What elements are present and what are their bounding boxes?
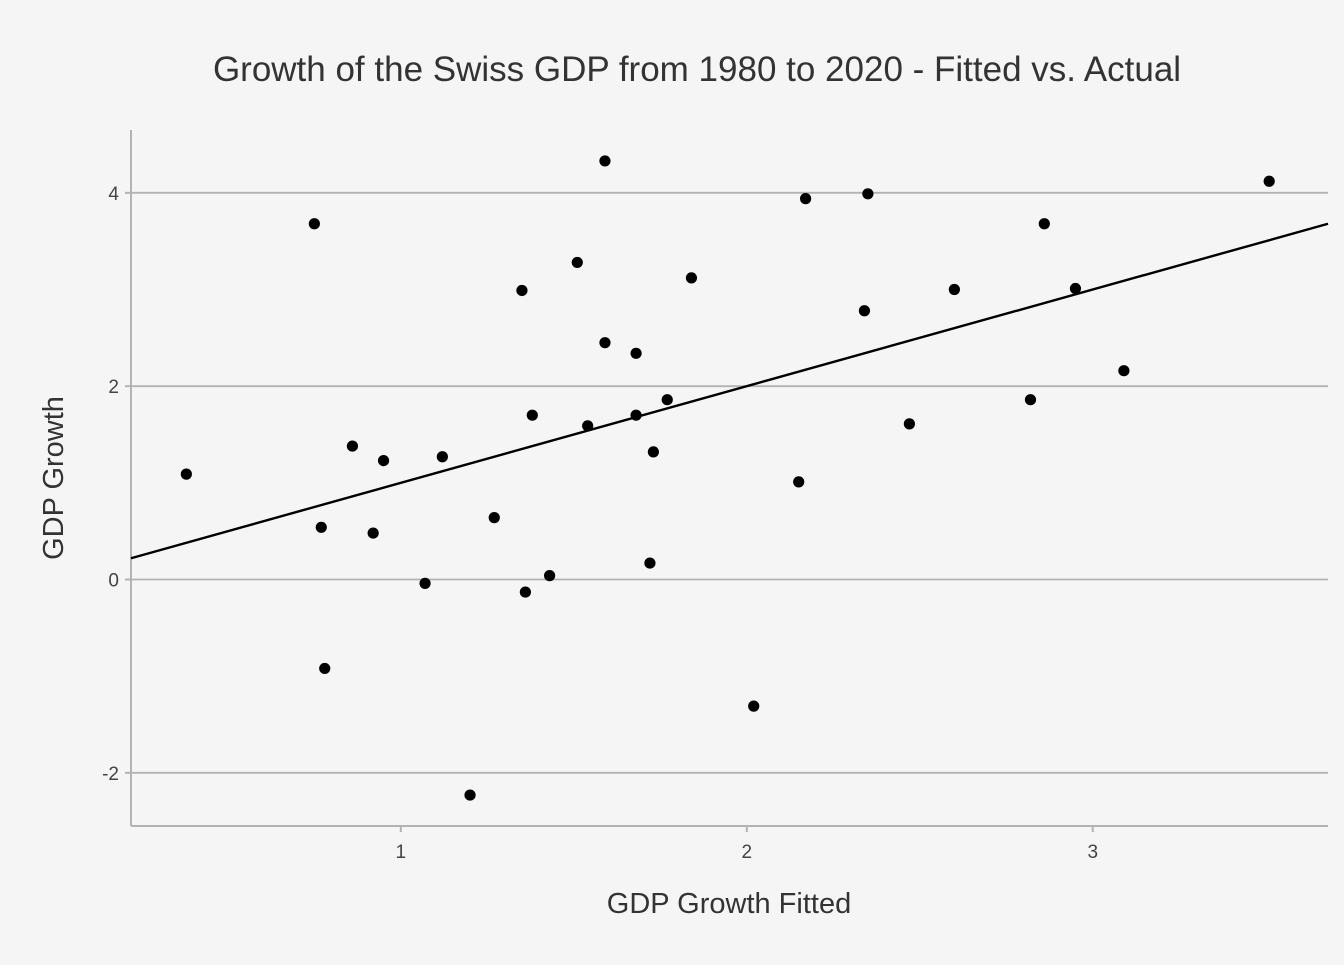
- y-axis-title: GDP Growth: [38, 396, 70, 560]
- data-point-27: [800, 193, 812, 205]
- chart-title: Growth of the Swiss GDP from 1980 to 202…: [213, 50, 1181, 89]
- data-point-22: [647, 446, 659, 458]
- y-tick-label-1: 0: [108, 571, 119, 592]
- data-point-0: [180, 468, 192, 480]
- data-point-33: [1038, 218, 1050, 230]
- data-point-5: [367, 527, 379, 539]
- data-point-15: [571, 256, 583, 269]
- data-point-34: [1069, 282, 1082, 295]
- fit-line-group: [130, 222, 1329, 560]
- data-point-8: [436, 451, 448, 463]
- data-point-16: [582, 420, 594, 432]
- x-tick-label-0: 1: [396, 842, 407, 863]
- x-tick-label-2: 3: [1087, 842, 1098, 863]
- data-point-7: [419, 577, 431, 589]
- data-point-10: [488, 512, 500, 524]
- data-point-13: [526, 409, 538, 421]
- data-point-3: [319, 662, 331, 675]
- data-point-26: [793, 476, 805, 488]
- data-point-6: [377, 455, 390, 467]
- y-tick-label-2: 2: [108, 377, 119, 398]
- data-point-29: [862, 188, 874, 200]
- data-point-31: [948, 283, 960, 296]
- data-point-2: [315, 521, 327, 533]
- y-axis-ticks: -2 0 2 4: [102, 184, 131, 785]
- data-point-9: [464, 789, 476, 801]
- data-point-36: [1263, 175, 1275, 187]
- data-point-21: [644, 557, 656, 569]
- data-point-11: [516, 284, 528, 297]
- data-point-4: [346, 440, 359, 452]
- data-point-14: [544, 570, 556, 582]
- x-axis-title: GDP Growth Fitted: [607, 888, 851, 920]
- data-point-24: [685, 272, 698, 284]
- data-point-32: [1024, 394, 1037, 406]
- x-axis-ticks: 1 2 3: [396, 826, 1098, 863]
- data-point-12: [519, 586, 531, 598]
- axes: [130, 130, 1328, 827]
- data-points: [180, 155, 1275, 801]
- data-point-35: [1118, 365, 1130, 377]
- y-tick-label-0: -2: [102, 764, 119, 785]
- data-point-23: [661, 394, 673, 406]
- data-point-17: [599, 155, 611, 167]
- data-point-1: [308, 218, 320, 230]
- data-point-28: [858, 305, 871, 317]
- data-point-19: [630, 347, 642, 359]
- y-tick-label-3: 4: [108, 184, 119, 205]
- fit-line: [130, 222, 1329, 560]
- data-point-25: [748, 700, 760, 712]
- data-point-30: [903, 418, 915, 430]
- x-tick-label-1: 2: [742, 842, 753, 863]
- data-point-18: [599, 337, 611, 349]
- grid-lines: [131, 191, 1328, 774]
- data-point-20: [630, 409, 642, 421]
